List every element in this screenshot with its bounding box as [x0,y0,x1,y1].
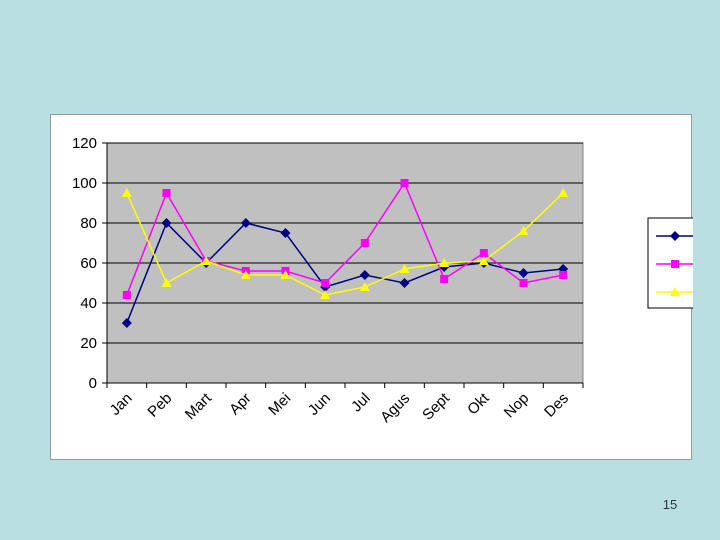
data-point-2006-Mei [280,228,291,238]
y-tick-label: 80 [80,215,97,232]
x-tick-label: Peb [144,390,175,421]
y-tick-label: 100 [72,175,97,192]
data-point-2006-Jul [359,270,370,280]
data-point-2007-Agus [400,179,409,187]
data-point-2008-Jun [320,290,331,299]
data-point-2007-Jul [360,239,369,247]
legend: 200620072008 [647,217,693,309]
y-tick-label: 40 [80,295,97,312]
data-point-2007-Jun [321,279,330,287]
legend-marker-2008 [670,287,680,296]
data-point-2008-Sept [439,258,450,267]
data-point-2008-Mei [280,270,291,279]
y-tick-label: 0 [89,375,97,392]
y-tick-label: 120 [72,135,97,152]
line-chart: 0 20 40 60 80 100 120 Jan Peb Mart Apr Mei Jun Jul Agu… [72,135,693,426]
data-point-2006-Jan [121,318,132,328]
data-point-2008-Jan [121,188,132,197]
series-line-2006 [126,221,564,324]
data-point-2008-Okt [478,256,489,265]
x-tick-label: Mei [265,390,294,419]
data-point-2006-Agus [399,278,410,288]
series-2008 [121,188,569,299]
x-tick-label: Agus [377,390,413,426]
data-point-2008-Nop [518,226,529,235]
chart-area: 0 20 40 60 80 100 120 Jan Peb Mart Apr Mei Jun Jul Agu… [50,114,693,460]
x-tick-label: Mart [182,389,216,423]
x-tick-label: Des [541,390,572,421]
data-point-2006-Apr [240,218,251,228]
x-tick-label: Apr [226,390,255,419]
x-tick-label: Okt [464,389,493,418]
legend-marker-2007 [671,260,679,268]
slide-number: 15 [662,497,678,512]
legend-box [647,217,693,309]
data-point-2007-Okt [479,249,488,257]
x-tick-label: Nop [501,390,532,421]
x-tick-label: Jul [348,390,374,416]
series-line-2008 [126,192,564,296]
legend-marker-2006 [670,231,680,241]
x-tick-label: Jan [107,390,136,419]
data-point-2007-Nop [519,279,528,287]
x-tick-label: Sept [419,389,453,423]
y-tick-label: 20 [80,335,97,352]
y-tick-label: 60 [80,255,97,272]
data-point-2006-Peb [161,218,172,228]
data-point-2008-Apr [240,270,251,279]
data-point-2008-Des [558,188,569,197]
data-point-2007-Sept [440,275,449,283]
data-point-2008-Agus [399,264,410,273]
data-point-2008-Peb [161,278,172,287]
data-point-2008-Mart [201,256,212,265]
x-tick-label: Jun [305,390,334,419]
data-point-2007-Des [559,271,568,279]
data-point-2008-Jul [359,282,370,291]
data-point-2007-Jan [122,291,131,299]
data-point-2006-Nop [518,268,529,278]
data-point-2007-Peb [162,189,171,197]
series-line-2007 [126,181,564,296]
